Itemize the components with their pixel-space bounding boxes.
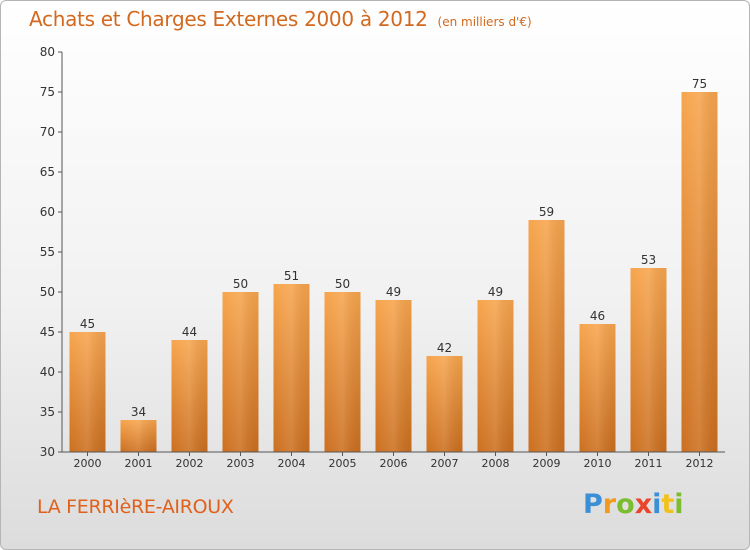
y-tick-label-45: 45 <box>40 325 55 339</box>
x-tick-label-2002: 2002 <box>176 457 204 470</box>
title-row: Achats et Charges Externes 2000 à 2012 (e… <box>29 7 532 31</box>
data-label-2007: 42 <box>437 341 452 355</box>
bar-shine-2005 <box>324 292 361 452</box>
x-tick-label-2011: 2011 <box>635 457 663 470</box>
data-label-2000: 45 <box>80 317 95 331</box>
x-tick-label-2007: 2007 <box>431 457 459 470</box>
logo-letter: P <box>583 489 603 520</box>
data-label-2006: 49 <box>386 285 401 299</box>
y-tick-label-60: 60 <box>40 205 55 219</box>
commune-name: LA FERRIèRE-AIROUX <box>37 496 234 518</box>
logo-letter: o <box>616 489 635 520</box>
bar-shine-2009 <box>528 220 565 452</box>
logo-letter: r <box>602 489 617 520</box>
x-tick-label-2001: 2001 <box>125 457 153 470</box>
bar-shine-2012 <box>681 92 718 452</box>
x-tick-label-2009: 2009 <box>533 457 561 470</box>
logo-letter: x <box>634 489 653 520</box>
data-label-2005: 50 <box>335 277 350 291</box>
y-tick-label-70: 70 <box>40 125 55 139</box>
y-tick-label-80: 80 <box>40 45 55 59</box>
data-label-2003: 50 <box>233 277 248 291</box>
bar-shine-2007 <box>426 356 463 452</box>
x-tick-label-2003: 2003 <box>227 457 255 470</box>
bar-shine-2001 <box>120 420 157 452</box>
data-label-2011: 53 <box>641 253 656 267</box>
y-tick-label-40: 40 <box>40 365 55 379</box>
bar-shine-2010 <box>579 324 616 452</box>
x-tick-label-2005: 2005 <box>329 457 357 470</box>
bar-shine-2008 <box>477 300 514 452</box>
data-label-2009: 59 <box>539 205 554 219</box>
bar-shine-2000 <box>69 332 106 452</box>
y-tick-label-35: 35 <box>40 405 55 419</box>
y-tick-label-65: 65 <box>40 165 55 179</box>
y-tick-label-30: 30 <box>40 445 55 459</box>
data-label-2001: 34 <box>131 405 146 419</box>
data-label-2004: 51 <box>284 269 299 283</box>
y-tick-label-50: 50 <box>40 285 55 299</box>
data-label-2002: 44 <box>182 325 197 339</box>
proxiti-logo: Proxiti <box>583 489 684 520</box>
y-tick-label-75: 75 <box>40 85 55 99</box>
x-tick-label-2012: 2012 <box>686 457 714 470</box>
bar-shine-2006 <box>375 300 412 452</box>
x-tick-label-2004: 2004 <box>278 457 306 470</box>
data-label-2010: 46 <box>590 309 605 323</box>
chart-title: Achats et Charges Externes 2000 à 2012 <box>29 7 428 31</box>
logo-letter: i <box>652 489 662 520</box>
x-tick-label-2010: 2010 <box>584 457 612 470</box>
bar-shine-2011 <box>630 268 667 452</box>
x-tick-label-2000: 2000 <box>74 457 102 470</box>
chart-unit-note: (en milliers d'€) <box>437 15 532 29</box>
bar-shine-2004 <box>273 284 310 452</box>
logo-letter: t <box>661 489 675 520</box>
logo-letter: i <box>674 489 684 520</box>
x-tick-label-2008: 2008 <box>482 457 510 470</box>
data-label-2012: 75 <box>692 77 707 91</box>
data-label-2008: 49 <box>488 285 503 299</box>
x-tick-label-2006: 2006 <box>380 457 408 470</box>
bar-shine-2002 <box>171 340 208 452</box>
y-tick-label-55: 55 <box>40 245 55 259</box>
bar-shine-2003 <box>222 292 259 452</box>
